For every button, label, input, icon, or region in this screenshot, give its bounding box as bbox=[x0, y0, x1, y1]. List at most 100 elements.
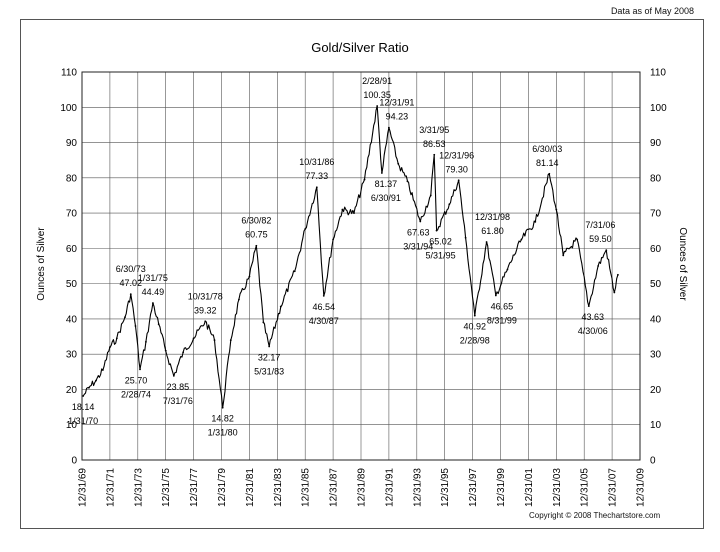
x-tick-label: 12/31/87 bbox=[329, 468, 340, 507]
annotation-date: 1/31/80 bbox=[208, 428, 238, 438]
x-tick-label: 12/31/95 bbox=[440, 468, 451, 507]
data-point bbox=[380, 172, 383, 174]
data-point bbox=[101, 369, 104, 371]
x-tick-label: 12/31/73 bbox=[133, 468, 144, 507]
data-point bbox=[172, 374, 175, 377]
data-point bbox=[192, 337, 195, 340]
data-point bbox=[221, 406, 224, 409]
x-tick-label: 12/31/05 bbox=[580, 468, 591, 507]
data-point bbox=[322, 294, 325, 297]
axis-ticks: 0 0 10 10 20 20 30 30 40 40 50 50 60 60 70 70 80 80 90 90 10… bbox=[60, 68, 667, 507]
annotation-date: 12/31/98 bbox=[475, 212, 510, 222]
data-point bbox=[315, 186, 318, 189]
x-tick-label: 12/31/91 bbox=[384, 468, 395, 507]
data-point bbox=[129, 293, 132, 296]
data-point bbox=[587, 305, 590, 308]
annotation-date: 5/31/95 bbox=[426, 251, 456, 261]
x-tick-label: 12/31/71 bbox=[105, 468, 116, 507]
annotation-value: 81.37 bbox=[375, 179, 398, 189]
annotation-value: 81.14 bbox=[536, 158, 559, 168]
data-point bbox=[145, 340, 147, 343]
x-tick-label: 12/31/69 bbox=[78, 468, 89, 507]
data-point bbox=[605, 249, 608, 252]
y-tick-label-right: 70 bbox=[650, 209, 662, 220]
series-layer bbox=[82, 105, 619, 409]
annotation-value: 47.02 bbox=[120, 278, 143, 288]
data-point bbox=[597, 265, 600, 267]
annotation-value: 18.14 bbox=[72, 402, 95, 412]
data-point bbox=[397, 162, 400, 165]
y-tick-label-right: 40 bbox=[650, 314, 662, 325]
y-tick-label-left: 100 bbox=[60, 103, 77, 114]
data-point bbox=[332, 238, 334, 241]
x-tick-label: 12/31/99 bbox=[496, 468, 507, 507]
annotation-date: 6/30/91 bbox=[371, 193, 401, 203]
y-tick-label-right: 80 bbox=[650, 173, 662, 184]
annotation-value: 23.85 bbox=[167, 382, 190, 392]
y-tick-label-left: 90 bbox=[66, 138, 78, 149]
data-point bbox=[617, 273, 619, 276]
annotation-date: 8/31/99 bbox=[487, 315, 517, 325]
data-point bbox=[268, 345, 271, 348]
data-point bbox=[134, 325, 137, 327]
data-point bbox=[279, 305, 282, 308]
y-tick-label-right: 20 bbox=[650, 385, 662, 396]
data-point bbox=[506, 268, 509, 271]
data-point bbox=[388, 126, 390, 129]
x-tick-label: 12/31/09 bbox=[636, 468, 647, 507]
annotation-value: 94.23 bbox=[386, 112, 409, 122]
y-tick-label-left: 20 bbox=[66, 385, 78, 396]
data-point bbox=[293, 270, 296, 273]
data-point bbox=[406, 180, 409, 183]
data-point bbox=[485, 241, 488, 243]
annotation-value: 100.35 bbox=[363, 90, 391, 100]
ratio-series-line bbox=[82, 105, 619, 409]
data-point bbox=[255, 244, 258, 247]
y-axis-label-left: Ounces of Silver bbox=[36, 227, 47, 301]
y-axis-label-right: Ounces of Silver bbox=[677, 227, 688, 301]
data-point bbox=[204, 320, 207, 323]
data-point bbox=[238, 298, 240, 301]
annotation-value: 43.63 bbox=[582, 312, 605, 322]
annotation-value: 59.50 bbox=[589, 234, 612, 244]
x-tick-label: 12/31/83 bbox=[273, 468, 284, 507]
data-point bbox=[115, 337, 118, 340]
data-point bbox=[124, 316, 126, 319]
data-point bbox=[152, 302, 154, 304]
data-point bbox=[433, 153, 436, 156]
data-point bbox=[164, 349, 167, 352]
x-tick-label: 12/31/81 bbox=[245, 468, 256, 507]
y-tick-label-right: 90 bbox=[650, 138, 662, 149]
data-point bbox=[262, 321, 265, 324]
data-point bbox=[304, 228, 307, 230]
data-point bbox=[464, 236, 467, 239]
data-point bbox=[363, 178, 366, 181]
data-point bbox=[353, 212, 355, 214]
annotation-value: 46.54 bbox=[312, 302, 335, 312]
annotation-date: 7/31/06 bbox=[585, 220, 615, 230]
data-point bbox=[548, 172, 551, 175]
x-tick-label: 12/31/89 bbox=[357, 468, 368, 507]
annotation-value: 44.49 bbox=[142, 287, 165, 297]
y-tick-label-right: 110 bbox=[650, 68, 666, 79]
annotation-date: 6/30/73 bbox=[116, 264, 146, 274]
annotation-date: 1/31/75 bbox=[138, 273, 168, 283]
data-point bbox=[248, 275, 251, 278]
data-point bbox=[341, 208, 344, 211]
data-point bbox=[82, 395, 85, 397]
data-point bbox=[576, 238, 579, 241]
data-point bbox=[473, 314, 476, 317]
data-point bbox=[95, 379, 97, 382]
annotation-date: 3/31/95 bbox=[419, 125, 449, 135]
annotation-date: 3/31/94 bbox=[403, 241, 433, 251]
annotation-date: 10/31/78 bbox=[188, 291, 223, 301]
annotation-value: 60.75 bbox=[245, 230, 268, 240]
x-tick-label: 12/31/97 bbox=[468, 468, 479, 507]
annotation-date: 4/30/06 bbox=[578, 326, 608, 336]
data-point bbox=[419, 220, 422, 223]
data-point bbox=[448, 203, 451, 206]
chart-title: Gold/Silver Ratio bbox=[311, 40, 409, 55]
data-point bbox=[534, 221, 537, 223]
x-tick-label: 12/31/01 bbox=[524, 468, 535, 507]
